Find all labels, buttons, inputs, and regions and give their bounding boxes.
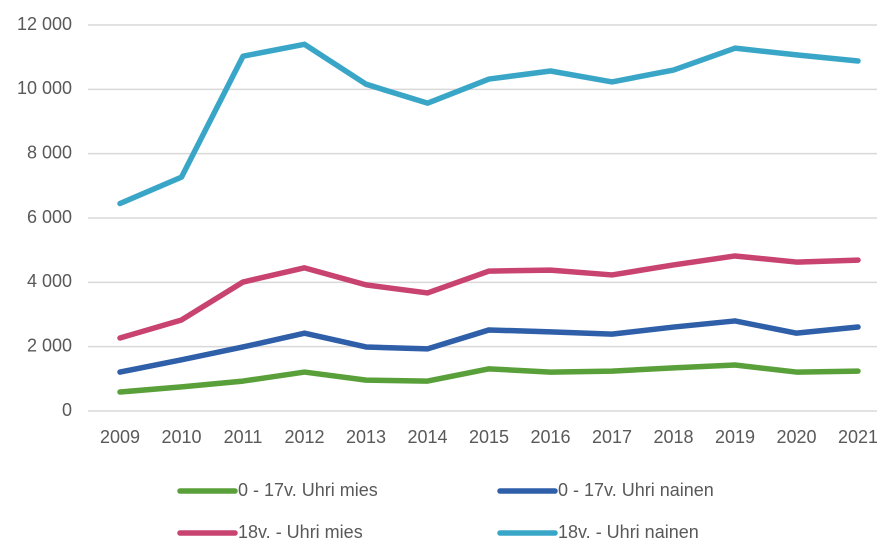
series-line — [117, 362, 861, 395]
y-tick-label: 4 000 — [27, 271, 72, 291]
y-tick-label: 0 — [62, 400, 72, 420]
x-tick-label: 2019 — [715, 427, 755, 447]
legend-label: 0 - 17v. Uhri nainen — [558, 480, 714, 500]
y-tick-label: 2 000 — [27, 335, 72, 355]
legend-label: 0 - 17v. Uhri mies — [238, 480, 378, 500]
x-tick-label: 2016 — [530, 427, 570, 447]
x-tick-label: 2011 — [224, 427, 263, 447]
series-line — [117, 41, 861, 207]
series-line — [117, 318, 861, 375]
series-line — [117, 253, 861, 341]
x-tick-label: 2020 — [776, 427, 816, 447]
y-tick-label: 10 000 — [17, 78, 72, 98]
y-tick-label: 8 000 — [27, 142, 72, 162]
x-tick-label: 2012 — [284, 427, 324, 447]
legend-label: 18v. - Uhri mies — [238, 522, 363, 542]
x-tick-label: 2009 — [100, 427, 140, 447]
y-tick-label: 6 000 — [27, 207, 72, 227]
x-tick-label: 2021 — [838, 427, 877, 447]
y-tick-label: 12 000 — [17, 14, 72, 34]
x-tick-label: 2015 — [469, 427, 509, 447]
x-tick-label: 2017 — [592, 427, 632, 447]
legend-label: 18v. - Uhri nainen — [558, 522, 699, 542]
x-tick-label: 2018 — [653, 427, 693, 447]
x-tick-label: 2014 — [407, 427, 447, 447]
x-tick-label: 2010 — [161, 427, 201, 447]
x-tick-label: 2013 — [346, 427, 386, 447]
